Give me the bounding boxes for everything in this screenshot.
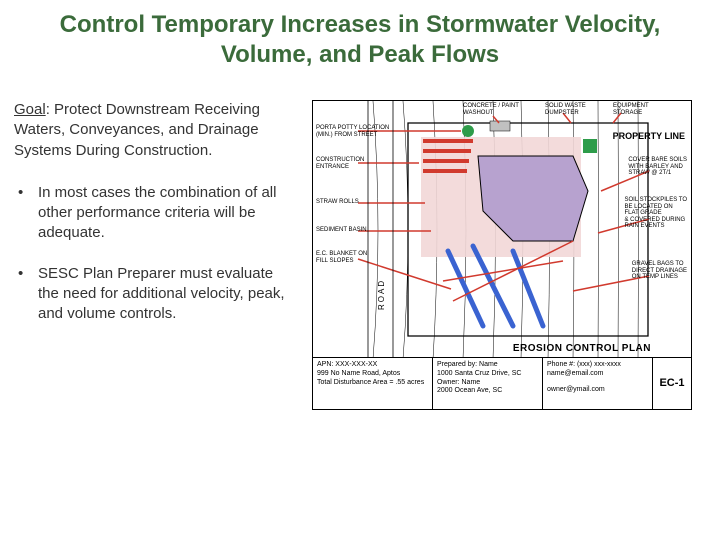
erosion-control-diagram: PORTA POTTY LOCATION (MIN.) FROM STREET … [312,100,692,410]
footer-col-c: Phone #: (xxx) xxx-xxxx name@email.com o… [543,358,653,409]
content-row: Goal: Protect Downstream Receiving Water… [14,100,706,410]
road-label: ROAD [377,279,386,310]
callout-washout: CONCRETE / PAINT WASHOUT [463,103,519,116]
footer-col-a: APN: XXX-XXX-XX 999 No Name Road, Aptos … [313,358,433,409]
bullet-item: In most cases the combination of all oth… [14,183,294,244]
title-line1: Control Temporary Increases in Stormwate… [60,11,661,38]
callout-sediment: SEDIMENT BASIN [316,227,367,234]
footer-owner: Owner: Name [437,379,538,388]
footer-owneraddr: 2000 Ocean Ave, SC [437,387,538,396]
callout-gravel-bags: GRAVEL BAGS TO DIRECT DRAINAGE ON TEMP L… [632,261,687,281]
property-line-label: PROPERTY LINE [613,131,685,141]
callout-equipment: EQUIPMENT STORAGE [613,103,649,116]
bullet-list: In most cases the combination of all oth… [14,183,294,325]
callout-entrance: CONSTRUCTION ENTRANCE [316,157,364,170]
bullet-item: SESC Plan Preparer must evaluate the nee… [14,264,294,325]
callout-straw-rolls: STRAW ROLLS [316,199,359,206]
footer-phone: Phone #: (xxx) xxx-xxxx [547,361,648,370]
slide-title: Control Temporary Increases in Stormwate… [14,10,706,70]
footer-prepby: Prepared by: Name [437,361,538,370]
goal-text: : Protect Downstream Receiving Waters, C… [14,101,260,159]
callout-cover-soils: COVER BARE SOILS WITH BARLEY AND STRAW @… [628,157,687,177]
goal-label: Goal [14,101,46,118]
goal-paragraph: Goal: Protect Downstream Receiving Water… [14,100,294,161]
diagram-footer: APN: XXX-XXX-XX 999 No Name Road, Aptos … [313,357,691,409]
footer-addr: 999 No Name Road, Aptos [317,370,428,379]
callout-porta-potty: PORTA POTTY LOCATION (MIN.) FROM STREET [316,125,389,138]
title-line2: Volume, and Peak Flows [221,41,499,68]
footer-sheet-id: EC-1 [653,358,691,409]
footer-email2: owner@ymail.com [547,386,648,395]
footer-col-b: Prepared by: Name 1000 Santa Cruz Drive,… [433,358,543,409]
callout-blanket: E.C. BLANKET ON FILL SLOPES [316,251,367,264]
footer-apn: APN: XXX-XXX-XX [317,361,428,370]
footer-area: Total Disturbance Area = .55 acres [317,379,428,388]
callout-dumpster: SOLID WASTE DUMPSTER [545,103,586,116]
footer-email1: name@email.com [547,370,648,379]
footer-prepaddr: 1000 Santa Cruz Drive, SC [437,370,538,379]
left-column: Goal: Protect Downstream Receiving Water… [14,100,294,410]
callout-stockpiles: SOIL STOCKPILES TO BE LOCATED ON FLAT GR… [625,197,687,230]
erosion-plan-title: EROSION CONTROL PLAN [513,343,651,354]
